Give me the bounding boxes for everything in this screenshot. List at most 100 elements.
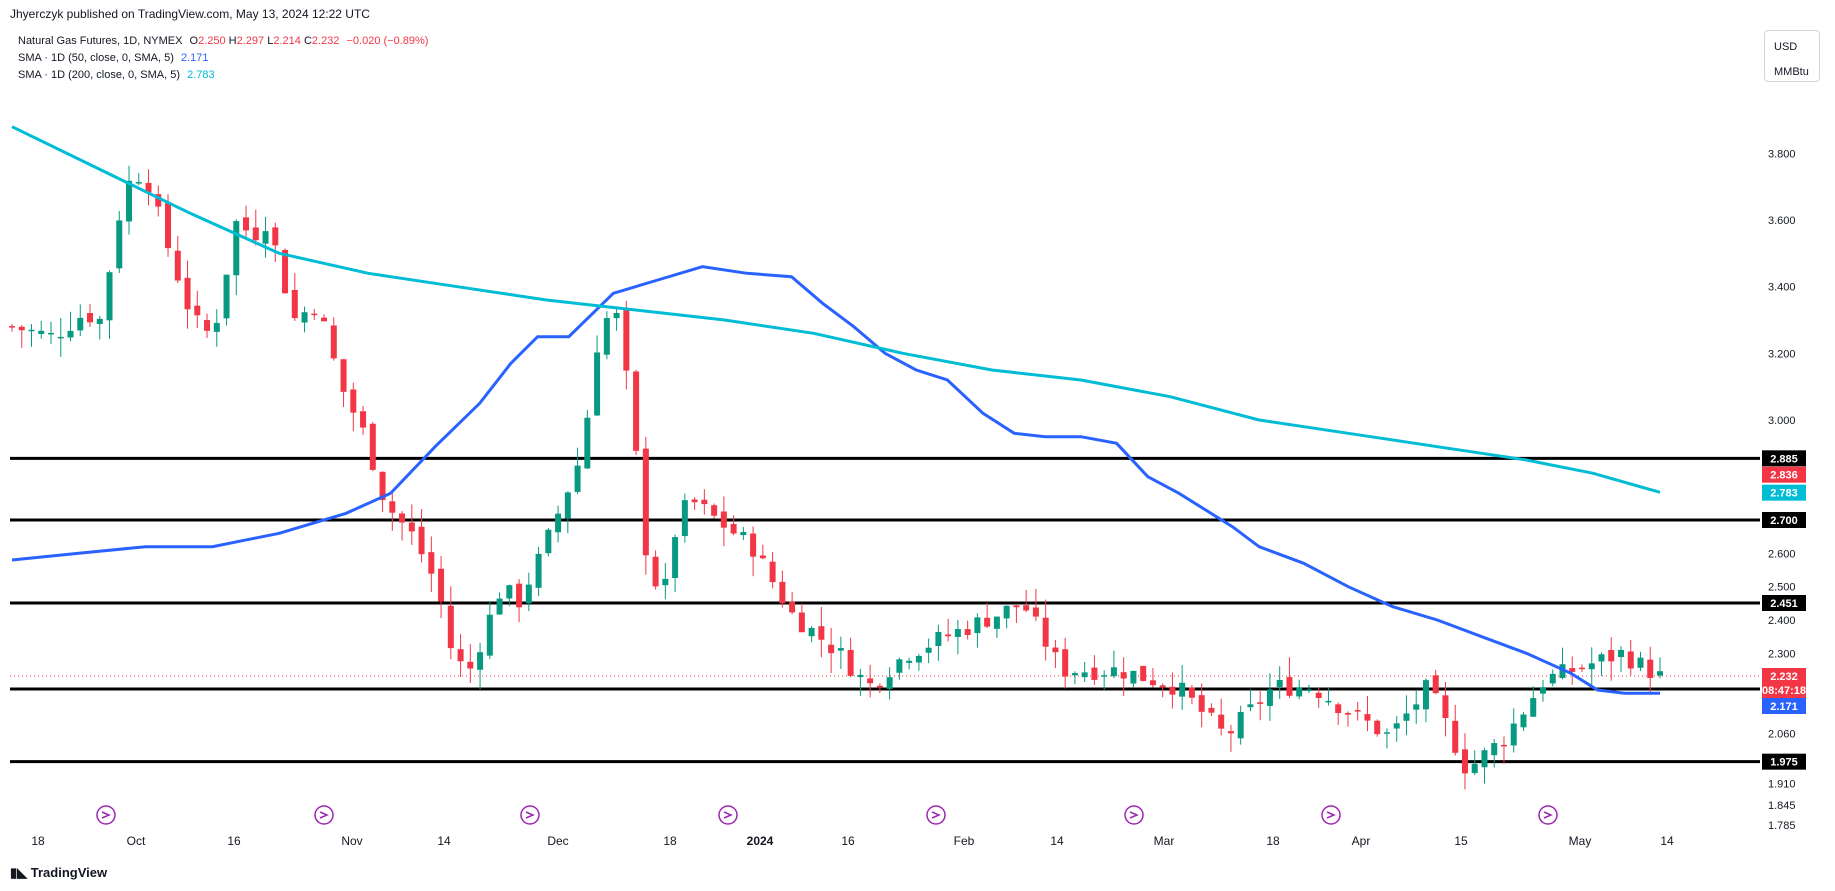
- candle-body: [555, 513, 562, 533]
- candle-body: [252, 227, 259, 241]
- candle-body: [1598, 654, 1605, 662]
- event-marker-icon: [1538, 805, 1558, 825]
- candle-body: [1042, 617, 1049, 647]
- candle-body: [1637, 657, 1644, 668]
- candle-body: [828, 644, 835, 654]
- sma200-line: [11, 125, 1661, 494]
- candle-body: [1091, 667, 1098, 680]
- candle-body: [1198, 695, 1205, 712]
- candle-body: [876, 685, 883, 688]
- level-tag-text: 1.975: [1770, 757, 1798, 769]
- candle-body: [1305, 689, 1312, 691]
- candle-body: [1023, 605, 1030, 611]
- legend-symbol[interactable]: Natural Gas Futures, 1D, NYMEX: [18, 35, 183, 47]
- candle-body: [1608, 649, 1615, 662]
- candle-body: [77, 317, 84, 331]
- event-marker-icon: [1124, 805, 1144, 825]
- x-tick-label: Nov: [341, 834, 362, 848]
- event-marker-arrow: [723, 811, 733, 819]
- candle-body: [1530, 698, 1537, 717]
- candle-body: [340, 359, 347, 392]
- legend-sma50-value: 2.171: [180, 52, 209, 64]
- candle-body: [993, 616, 1000, 629]
- candle-body: [672, 537, 679, 579]
- legend-sma200[interactable]: SMA · 1D (200, close, 0, SMA, 5) 2.783: [18, 69, 215, 81]
- event-marker-icon: [314, 805, 334, 825]
- candle-body: [1520, 714, 1527, 728]
- legend-sma50[interactable]: SMA · 1D (50, close, 0, SMA, 5) 2.171: [18, 52, 208, 64]
- candle-body: [165, 203, 172, 249]
- candle-body: [1364, 714, 1371, 721]
- candle-body: [906, 660, 913, 663]
- candle-body: [477, 652, 484, 670]
- candle-body: [311, 313, 318, 316]
- candle-body: [1413, 704, 1420, 710]
- price-tag: [1762, 484, 1806, 501]
- price-tag-text: 2.232: [1770, 671, 1798, 683]
- candle-body: [496, 598, 503, 615]
- time-axis[interactable]: 18 Oct 16 Nov 14 Dec 18 2024 16 Feb 14 Mar 18 Apr 15 Ma…: [31, 834, 1674, 848]
- candle-body: [613, 312, 620, 319]
- event-marker-arrow: [1129, 811, 1139, 819]
- legend-high-label: H: [228, 35, 237, 47]
- candle-body: [633, 371, 640, 451]
- price-tag: [1762, 668, 1806, 698]
- tradingview-logo[interactable]: ▮◣ TradingView: [10, 865, 107, 881]
- candle-body: [1442, 695, 1449, 718]
- candle-body: [1247, 704, 1254, 708]
- candle-body: [759, 555, 766, 559]
- candle-body: [1032, 607, 1039, 617]
- candle-body: [1471, 763, 1478, 774]
- candle-body: [594, 352, 601, 416]
- legend-open-value: 2.250: [198, 35, 226, 47]
- currency-unit-button[interactable]: USD MMBtu: [1764, 30, 1820, 82]
- candle-body: [1539, 687, 1546, 694]
- candle-body: [1013, 605, 1020, 608]
- candle-body: [135, 182, 142, 184]
- candle-body: [1237, 712, 1244, 739]
- candle-body: [96, 318, 103, 325]
- logo-icon: ▮◣: [10, 865, 31, 880]
- candle-body: [623, 308, 630, 371]
- candle-body: [126, 180, 133, 222]
- sma50-line: [11, 265, 1660, 695]
- event-marker-icon: [926, 805, 946, 825]
- candle-body: [1276, 679, 1283, 688]
- candle-body: [457, 649, 464, 662]
- legend-sma200-label: SMA · 1D (200, close, 0, SMA, 5): [18, 69, 181, 81]
- candle-body: [321, 317, 328, 322]
- candle-body: [57, 336, 64, 339]
- candle-body: [681, 500, 688, 536]
- x-tick-label: May: [1569, 834, 1592, 848]
- candle-body: [1071, 673, 1078, 676]
- candle-body: [360, 411, 367, 428]
- event-markers: [96, 805, 1558, 825]
- event-marker-icon: [520, 805, 540, 825]
- candle-body: [1257, 702, 1264, 704]
- level-tag-text: 2.451: [1770, 598, 1798, 610]
- x-tick-label: Apr: [1352, 834, 1371, 848]
- y-tick-label: 1.910: [1768, 778, 1796, 790]
- logo-text: TradingView: [30, 865, 108, 880]
- candle-body: [243, 217, 250, 231]
- candle-body: [945, 634, 952, 637]
- candle-body: [1647, 659, 1654, 678]
- candle-body: [1130, 670, 1137, 684]
- candle-body: [194, 305, 201, 316]
- candle-body: [408, 522, 415, 532]
- candle-body: [642, 448, 649, 556]
- legend-main: Natural Gas Futures, 1D, NYMEX O2.250 H2…: [18, 35, 428, 47]
- candle-body: [584, 417, 591, 469]
- candle-body: [155, 194, 162, 207]
- candle-body: [1344, 712, 1351, 715]
- x-tick-label: Dec: [547, 834, 568, 848]
- candle-body: [1296, 687, 1303, 697]
- candle-body: [545, 529, 552, 554]
- candle-body: [1120, 672, 1127, 679]
- candle-body: [769, 561, 776, 583]
- candle-body: [174, 250, 181, 281]
- candle-body: [213, 322, 220, 332]
- y-tick-label: 1.785: [1768, 820, 1796, 832]
- price-axis[interactable]: 3.800 3.600 3.400 3.200 3.000 2.600 2.500 2.400…: [1768, 148, 1796, 832]
